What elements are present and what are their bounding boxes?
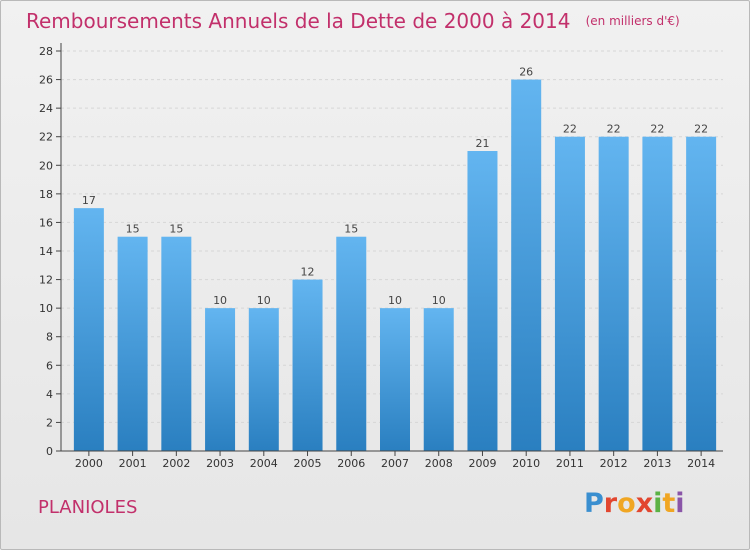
bar — [161, 236, 192, 451]
logo-letter: o — [617, 488, 636, 519]
bars — [73, 79, 717, 452]
x-tick-label: 2007 — [381, 457, 409, 470]
x-tick-label: 2000 — [75, 457, 103, 470]
bar — [336, 236, 367, 451]
data-label: 21 — [475, 137, 489, 150]
x-tick-label: 2004 — [250, 457, 278, 470]
x-tick-label: 2005 — [294, 457, 322, 470]
y-tick-label: 0 — [46, 445, 53, 458]
y-tick-label: 6 — [46, 359, 53, 372]
y-tick-label: 18 — [39, 188, 53, 201]
data-label: 22 — [607, 123, 621, 136]
data-label: 10 — [213, 294, 227, 307]
bar — [205, 308, 236, 451]
x-tick-label: 2014 — [687, 457, 715, 470]
y-tick-label: 14 — [39, 245, 53, 258]
y-tick-label: 16 — [39, 216, 53, 229]
data-labels: 17 15 15 10 10 12 15 10 10 21 26 22 22 22 22 — [82, 66, 708, 308]
y-tick-label: 20 — [39, 159, 53, 172]
x-tick-label: 2009 — [468, 457, 496, 470]
logo-letter: r — [603, 488, 618, 519]
title-text: Remboursements Annuels de la Dette de 20… — [26, 9, 571, 33]
unit-text: (en milliers d'€) — [585, 14, 680, 28]
bar — [511, 79, 542, 452]
data-label: 22 — [563, 123, 577, 136]
y-tick-label: 4 — [46, 388, 53, 401]
bar — [467, 151, 498, 451]
y-tick-label: 10 — [39, 302, 53, 315]
data-label: 10 — [432, 294, 446, 307]
logo-letter: i — [653, 488, 663, 519]
y-tick-label: 12 — [39, 274, 53, 287]
data-label: 26 — [519, 66, 533, 79]
bar — [554, 136, 585, 451]
x-tick-label: 2002 — [162, 457, 190, 470]
bar — [686, 136, 717, 451]
x-tick-label: 2012 — [600, 457, 628, 470]
data-label: 17 — [82, 194, 96, 207]
data-label: 15 — [126, 223, 140, 236]
bar — [73, 208, 104, 451]
data-label: 12 — [301, 266, 315, 279]
logo-letter: i — [675, 488, 685, 519]
place-name: PLANIOLES — [38, 497, 138, 518]
bar — [380, 308, 410, 451]
x-tick-label: 2006 — [337, 457, 365, 470]
data-label: 15 — [344, 223, 358, 236]
data-label: 22 — [650, 123, 664, 136]
data-label: 10 — [388, 294, 402, 307]
y-tick-label: 2 — [46, 416, 53, 429]
y-tick-label: 28 — [39, 45, 53, 58]
bar — [598, 136, 629, 451]
y-tick-label: 22 — [39, 131, 53, 144]
x-tick-label: 2003 — [206, 457, 234, 470]
y-tick-label: 26 — [39, 74, 53, 87]
data-label: 10 — [257, 294, 271, 307]
y-tick-label: 24 — [39, 102, 53, 115]
bar — [423, 308, 454, 451]
x-tick-label: 2001 — [119, 457, 147, 470]
data-label: 22 — [694, 123, 708, 136]
x-tick-label: 2011 — [556, 457, 584, 470]
y-tick-label: 8 — [46, 331, 53, 344]
chart-title: Remboursements Annuels de la Dette de 20… — [26, 9, 680, 33]
logo-letter: t — [662, 488, 676, 519]
bar — [292, 279, 323, 451]
proxiti-logo: Proxiti — [584, 488, 685, 519]
bar — [642, 136, 673, 451]
x-tick-label: 2013 — [643, 457, 671, 470]
x-tick-label: 2010 — [512, 457, 540, 470]
x-tick-label: 2008 — [425, 457, 453, 470]
bar — [248, 308, 279, 451]
logo-letter: x — [635, 488, 654, 519]
bar — [117, 236, 148, 451]
logo-letter: P — [584, 488, 604, 519]
data-label: 15 — [169, 223, 183, 236]
